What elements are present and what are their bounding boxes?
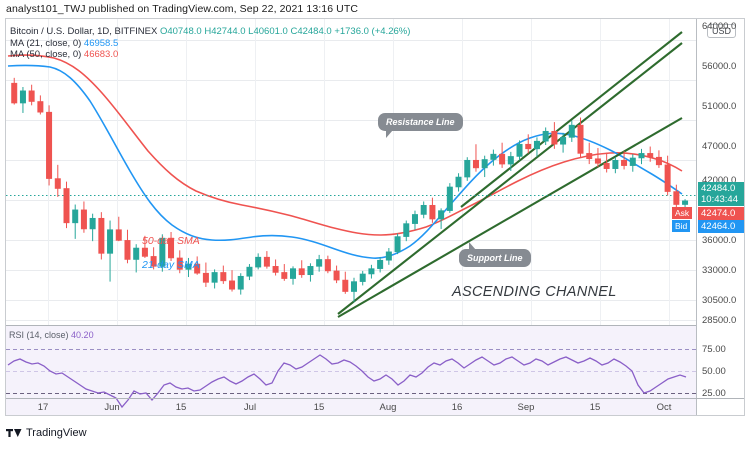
bid-tag-label: Bid (675, 221, 688, 231)
rsi-tick-0: 75.00 (702, 344, 726, 355)
price-tick-5: 36000.0 (702, 235, 737, 246)
time-tick-1: Jun (104, 402, 120, 413)
ma21-line (7, 64, 683, 259)
rsi-line (7, 354, 687, 409)
rsi-tick-2: 25.00 (702, 388, 726, 399)
rsi-legend-value: 40.20 (71, 330, 94, 340)
resistance-line-callout: Resistance Line (378, 113, 463, 138)
sma50-annotation: 50-day SMA (142, 235, 200, 247)
bid-price-value: 42464.0 (701, 221, 736, 232)
price-axis[interactable]: USD 64000.0 56000.0 51000.0 47000.0 4200… (696, 19, 744, 415)
price-tick-6: 33000.0 (702, 265, 737, 276)
bid-price-badge[interactable]: 42464.0 (698, 220, 744, 233)
time-axis[interactable]: 17 Jun 15 Jul 15 Aug 16 Sep 15 Oct (6, 398, 744, 416)
channel-upper-line (460, 31, 683, 208)
time-tick-2: 15 (175, 402, 187, 413)
ask-price-badge[interactable]: 42474.0 (698, 207, 744, 220)
rsi-panel (6, 325, 696, 415)
last-price-time: 10:43:44 (701, 194, 738, 205)
price-tick-1: 56000.0 (702, 61, 737, 72)
support-trendline (337, 117, 683, 318)
bid-tag: Bid (672, 220, 691, 232)
time-tick-8: 15 (589, 402, 601, 413)
chart-canvas (6, 19, 696, 415)
sma21-annotation: 21-day SMA (142, 259, 200, 271)
time-tick-7: Sep (517, 402, 535, 413)
rsi-legend-label: RSI (14, close) (9, 330, 69, 340)
price-tick-2: 51000.0 (702, 101, 737, 112)
price-tick-4: 42000.0 (702, 175, 737, 186)
horizontal-gridlines (6, 40, 696, 321)
resistance-trendline (337, 42, 683, 315)
support-line-callout: Support Line (459, 242, 531, 267)
last-price-value: 42484.0 (701, 183, 736, 194)
time-tick-9: Oct (656, 402, 672, 413)
ma50-line (7, 54, 683, 236)
time-tick-5: Aug (379, 402, 397, 413)
price-tick-8: 28500.0 (702, 315, 737, 326)
tradingview-logo-icon (6, 428, 22, 438)
candlestick-series (11, 77, 689, 303)
currency-badge: USD (707, 24, 737, 38)
ask-tag: Ask (672, 207, 693, 219)
ascending-channel-label: ASCENDING CHANNEL (452, 284, 617, 300)
footer: TradingView (6, 427, 87, 439)
time-tick-0: 17 (37, 402, 49, 413)
attribution-text: analyst101_TWJ published on TradingView.… (6, 3, 359, 15)
time-tick-6: 16 (451, 402, 463, 413)
time-tick-3: Jul (243, 402, 257, 413)
ask-tag-label: Ask (675, 208, 690, 218)
last-price-badge[interactable]: 42484.0 10:43:44 (698, 182, 744, 206)
time-tick-4: 15 (313, 402, 325, 413)
price-tick-0: 64000.0 (702, 21, 737, 32)
rsi-legend: RSI (14, close) 40.20 (9, 330, 94, 340)
ask-price-value: 42474.0 (701, 208, 736, 219)
rsi-tick-1: 50.00 (702, 366, 726, 377)
price-tick-3: 47000.0 (702, 141, 737, 152)
chart-plot-area[interactable]: 50-day SMA 21-day SMA (6, 19, 696, 415)
price-tick-7: 30500.0 (702, 295, 737, 306)
footer-logo-text: TradingView (26, 427, 87, 439)
